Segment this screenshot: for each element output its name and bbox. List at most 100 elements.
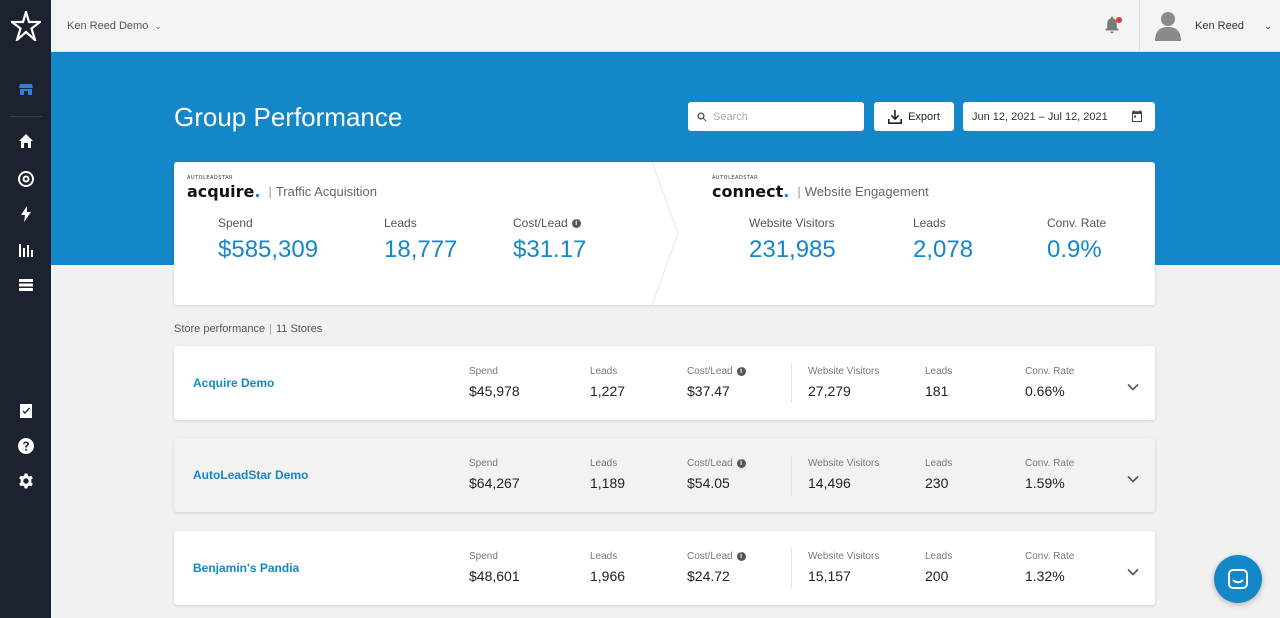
store-metric-label: Leads [590, 366, 618, 377]
store-metric-label: Conv. Rate [1025, 458, 1075, 469]
store-card[interactable]: Acquire Demo Spend $45,978 Leads 1,227 Cost/L… [174, 346, 1155, 420]
store-metric: Leads 1,227 [590, 366, 625, 399]
store-metric: Leads 181 [925, 366, 952, 399]
info-icon[interactable]: i [736, 552, 746, 561]
store-metric-value: $37.47 [687, 383, 730, 399]
acquire-spend-metric: Spend $585,309 [218, 216, 318, 264]
store-metric: Spend $64,267 [469, 458, 520, 491]
chevron-down-icon: ⌄ [154, 20, 162, 31]
export-button[interactable]: Export [874, 102, 954, 131]
store-card[interactable]: Benjamin's Pandia Spend $48,601 Leads 1,966 C… [174, 531, 1155, 605]
metric-value: 18,777 [384, 236, 458, 263]
metric-label: Spend [218, 216, 253, 230]
store-name-link[interactable]: Benjamin's Pandia [193, 561, 300, 575]
date-range-picker[interactable]: Jun 12, 2021 – Jul 12, 2021 [963, 102, 1155, 131]
metric-label: Website Visitors [749, 216, 835, 230]
store-metric-value: 27,279 [808, 383, 851, 399]
search-input[interactable] [713, 110, 853, 123]
store-metric: Cost/Lead i $37.47 [687, 366, 746, 399]
store-metric-label: Website Visitors [808, 551, 880, 562]
org-name: Ken Reed Demo [67, 20, 149, 32]
download-icon [888, 109, 903, 124]
store-metric-label: Spend [469, 551, 498, 562]
metric-label: Cost/Lead [513, 216, 568, 230]
acquire-logo: AUTOLEADSTAR acquire. [187, 175, 261, 201]
store-name-link[interactable]: AutoLeadStar Demo [193, 468, 309, 482]
store-metric-label: Leads [925, 366, 953, 377]
store-metric-value: $45,978 [469, 383, 520, 399]
checklist-icon[interactable] [17, 402, 35, 420]
store-name-link[interactable]: Acquire Demo [193, 376, 275, 390]
store-metric-label: Leads [590, 458, 618, 469]
store-metric-value: 1,189 [590, 475, 626, 491]
metric-label: Leads [913, 216, 946, 230]
store-metric: Leads 200 [925, 551, 952, 584]
store-metric-value: 0.66% [1025, 383, 1065, 399]
store-section-divider [791, 455, 792, 495]
store-metric: Conv. Rate 1.32% [1025, 551, 1074, 584]
lightning-icon[interactable] [17, 205, 35, 223]
chat-launcher-icon[interactable] [1214, 555, 1262, 603]
notification-bell-icon[interactable] [1104, 16, 1122, 36]
info-icon[interactable]: i [571, 218, 581, 228]
metric-value: $585,309 [218, 236, 319, 263]
top-bar: Ken Reed Demo ⌄ Ken Reed ⌄ [51, 0, 1280, 52]
org-selector[interactable]: Ken Reed Demo ⌄ [67, 20, 162, 32]
chevron-down-icon[interactable] [1127, 470, 1139, 483]
metric-value: 2,078 [913, 236, 974, 263]
connect-visitors-metric: Website Visitors 231,985 [749, 216, 836, 264]
page-title: Group Performance [174, 102, 403, 132]
connect-conv-rate-metric: Conv. Rate 0.9% [1047, 216, 1106, 264]
chevron-down-icon[interactable] [1127, 563, 1139, 576]
store-section-divider [791, 363, 792, 403]
store-metric-label: Conv. Rate [1025, 551, 1075, 562]
store-metric-value: 1.32% [1025, 568, 1065, 584]
store-metric-value: $64,267 [469, 475, 520, 491]
store-performance-header: Store performance | 11 Stores [174, 323, 323, 335]
store-metric-value: 230 [925, 475, 949, 491]
star-logo-icon[interactable] [8, 8, 44, 44]
store-metric: Website Visitors 15,157 [808, 551, 879, 584]
chevron-down-icon[interactable] [1127, 378, 1139, 391]
sidebar [0, 0, 51, 618]
store-metric-label: Spend [469, 458, 498, 469]
store-metric-label: Cost/Lead [687, 551, 733, 562]
bar-chart-icon[interactable] [17, 241, 35, 259]
chevron-down-icon: ⌄ [1263, 20, 1273, 32]
store-count: 11 Stores [275, 323, 323, 335]
date-range-value: Jun 12, 2021 – Jul 12, 2021 [972, 110, 1108, 123]
store-metric-label: Cost/Lead [687, 458, 733, 469]
settings-icon[interactable] [17, 472, 35, 490]
notification-dot [1116, 17, 1122, 23]
store-metric-label: Leads [925, 551, 953, 562]
store-metric-value: 181 [925, 383, 949, 399]
store-metric-value: 200 [925, 568, 949, 584]
acquire-leads-metric: Leads 18,777 [384, 216, 457, 264]
store-metric-value: 1.59% [1025, 475, 1065, 491]
search-icon [697, 112, 707, 121]
list-icon[interactable] [17, 276, 35, 294]
help-icon[interactable] [17, 437, 35, 455]
user-name: Ken Reed [1195, 20, 1244, 32]
metric-value: $31.17 [513, 236, 587, 263]
store-section-divider [791, 548, 792, 588]
store-metric-value: $54.05 [687, 475, 730, 491]
export-label: Export [908, 110, 940, 123]
store-metric: Spend $48,601 [469, 551, 520, 584]
store-metric-value: 1,227 [590, 383, 626, 399]
user-menu[interactable]: Ken Reed ⌄ [1155, 11, 1272, 41]
storefront-icon[interactable] [17, 80, 35, 98]
search-box[interactable] [688, 102, 864, 131]
info-icon[interactable]: i [736, 459, 746, 468]
target-icon[interactable] [17, 170, 35, 188]
store-metric-value: $24.72 [687, 568, 730, 584]
acquire-brand: AUTOLEADSTAR acquire. | Traffic Acquisitio… [187, 175, 377, 201]
summary-card: AUTOLEADSTAR acquire. | Traffic Acquisitio… [174, 162, 1155, 305]
info-icon[interactable]: i [736, 367, 746, 376]
store-card[interactable]: AutoLeadStar Demo Spend $64,267 Leads 1,189 C… [174, 438, 1155, 512]
store-metric-label: Leads [925, 458, 953, 469]
store-metric: Leads 1,966 [590, 551, 625, 584]
store-metric-label: Leads [590, 551, 618, 562]
store-metric: Website Visitors 14,496 [808, 458, 879, 491]
home-icon[interactable] [17, 132, 35, 150]
